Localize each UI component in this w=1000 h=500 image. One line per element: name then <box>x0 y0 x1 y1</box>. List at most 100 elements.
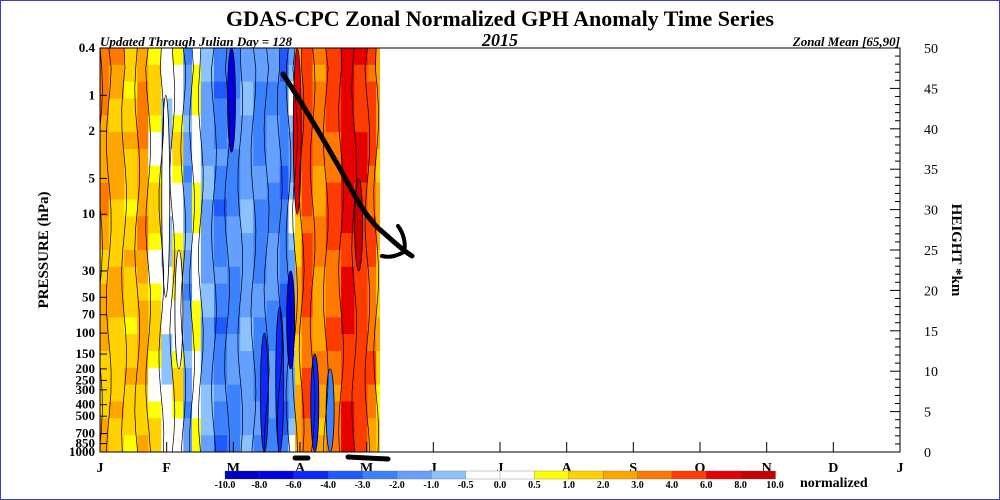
heatmap-cell <box>240 149 254 167</box>
heatmap-cell <box>376 401 380 419</box>
heatmap-cell <box>240 64 254 82</box>
heatmap-cell <box>108 401 125 419</box>
heatmap-cell <box>354 165 368 183</box>
heatmap-cell <box>124 317 138 335</box>
heatmap-cell <box>161 384 173 402</box>
heatmap-cell <box>325 283 342 301</box>
heatmap-cell <box>367 149 377 167</box>
heatmap-cell <box>100 149 110 167</box>
heatmap-cell <box>325 233 342 251</box>
heatmap-cell <box>325 250 342 268</box>
heatmap-cell <box>124 165 138 183</box>
heatmap-cell <box>325 300 342 318</box>
heatmap-cell <box>213 132 228 150</box>
heatmap-cell <box>253 98 267 116</box>
heatmap-cell <box>124 216 138 234</box>
heatmap-cell <box>161 351 173 369</box>
heatmap-cell <box>148 401 162 419</box>
heatmap-cell <box>172 64 184 82</box>
heatmap-cell <box>108 317 125 335</box>
heatmap-cell <box>279 367 289 385</box>
colorbar-label: 0.0 <box>494 480 507 491</box>
heatmap-cell <box>240 165 254 183</box>
colorbar-label: -0.5 <box>458 480 474 491</box>
heatmap-cell <box>137 283 149 301</box>
heatmap-cell <box>124 48 138 66</box>
heatmap-cell <box>200 367 215 385</box>
heatmap-cell <box>200 266 215 284</box>
heatmap-cell <box>354 401 368 419</box>
heatmap-cell <box>288 384 296 402</box>
colorbar-swatch <box>534 470 570 480</box>
heatmap-cell <box>137 132 149 150</box>
heatmap-cell <box>124 300 138 318</box>
heatmap-cell <box>367 283 377 301</box>
height-tick-label: 20 <box>924 284 938 299</box>
colorbar-label: -3.0 <box>355 480 371 491</box>
contour-line <box>237 48 244 452</box>
marker-may <box>345 454 391 462</box>
trend-arrow-head <box>380 224 407 259</box>
heatmap-cell <box>100 418 110 436</box>
heatmap-cell <box>213 351 228 369</box>
heatmap-cell <box>253 165 267 183</box>
heatmap-cell <box>137 149 149 167</box>
subtitle-left: Updated Through Julian Day = 128 <box>100 34 292 49</box>
heatmap-cell <box>108 149 125 167</box>
heatmap-cell <box>341 384 355 402</box>
heatmap-cell <box>325 98 342 116</box>
heatmap-cell <box>266 149 281 167</box>
heatmap-cell <box>376 334 380 352</box>
heatmap-cell <box>301 401 313 419</box>
colorbar-label: -4.0 <box>320 480 336 491</box>
heatmap-cell <box>341 149 355 167</box>
heatmap-cell <box>148 149 162 167</box>
heatmap-cell <box>341 199 355 217</box>
heatmap-cell <box>148 48 162 66</box>
heatmap-cell <box>192 418 202 436</box>
colorbar-label: -6.0 <box>286 480 302 491</box>
heatmap-cell <box>312 216 327 234</box>
heatmap-cell <box>227 418 241 436</box>
heatmap-cell <box>367 367 377 385</box>
heatmap-cell <box>100 384 110 402</box>
heatmap-cell <box>266 165 281 183</box>
heatmap-cell <box>192 317 202 335</box>
heatmap-cell <box>301 132 313 150</box>
contour-line <box>211 48 217 452</box>
heatmap-cell <box>325 132 342 150</box>
heatmap-cell <box>148 233 162 251</box>
heatmap-cell <box>200 300 215 318</box>
height-tick-label: 50 <box>924 42 938 57</box>
height-tick-label: 45 <box>924 82 938 97</box>
month-tick-label: J <box>497 461 504 476</box>
heatmap-cell <box>341 435 355 452</box>
heatmap-cell <box>172 233 184 251</box>
month-tick-label: J <box>897 461 904 476</box>
heatmap-cell <box>354 300 368 318</box>
heatmap-cell <box>200 132 215 150</box>
heatmap-cell <box>172 182 184 200</box>
heatmap-cell <box>200 283 215 301</box>
heatmap-cell <box>124 384 138 402</box>
heatmap-cell <box>266 48 281 66</box>
heatmap-cell <box>200 182 215 200</box>
heatmap-cell <box>137 300 149 318</box>
heatmap-cell <box>200 199 215 217</box>
heatmap-cell <box>108 81 125 99</box>
heatmap-cell <box>354 64 368 82</box>
pressure-tick-label: 500 <box>76 408 96 423</box>
heatmap-cell <box>213 98 228 116</box>
heatmap-cell <box>301 250 313 268</box>
heatmap-cell <box>192 182 202 200</box>
heatmap-cell <box>213 418 228 436</box>
heatmap-cell <box>288 199 296 217</box>
heatmap-cell <box>367 266 377 284</box>
y-axis-label-right: HEIGHT *km <box>948 204 964 297</box>
heatmap-cell <box>312 300 327 318</box>
heatmap-cell <box>200 115 215 133</box>
heatmap-cell <box>200 216 215 234</box>
heatmap-cell <box>295 418 302 436</box>
heatmap-cell <box>213 401 228 419</box>
